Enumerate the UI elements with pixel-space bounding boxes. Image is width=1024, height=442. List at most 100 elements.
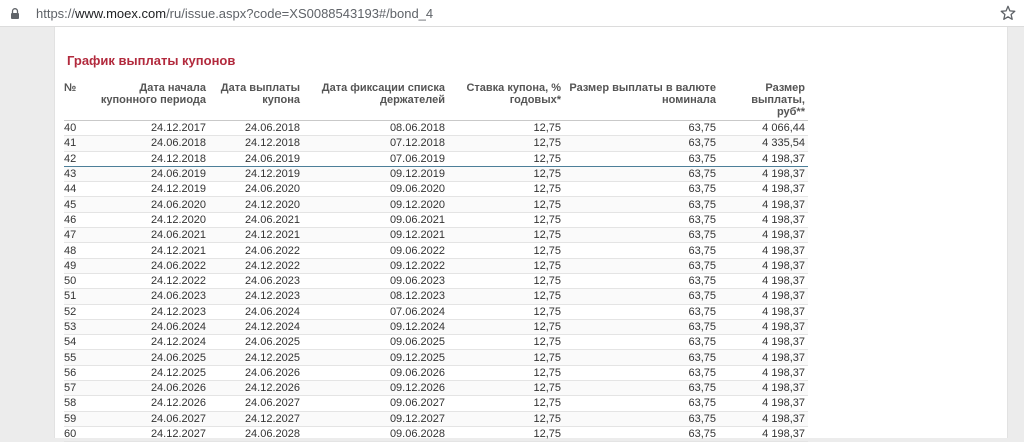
cell-nominal-amount: 63,75: [564, 411, 719, 427]
cell-payment-date: 24.12.2019: [209, 166, 303, 183]
table-row: 60 24.12.2027 24.06.2028 09.06.2028 12,75 63,…: [64, 426, 808, 442]
cell-number: 43: [64, 166, 84, 183]
table-row: 44 24.12.2019 24.06.2020 09.06.2020 12,75 63,…: [64, 181, 808, 198]
cell-payment-date: 24.12.2021: [209, 227, 303, 244]
cell-nominal-amount: 63,75: [564, 181, 719, 198]
cell-number: 53: [64, 319, 84, 336]
cell-coupon-rate: 12,75: [448, 258, 564, 274]
cell-period-start: 24.06.2022: [84, 258, 209, 274]
cell-rub-amount: 4 198,37: [719, 150, 808, 167]
header-rub-amount: Размер выплаты, руб**: [719, 82, 808, 121]
cell-period-start: 24.06.2024: [84, 319, 209, 336]
cell-rub-amount: 4 066,44: [719, 120, 808, 137]
header-payment-date: Дата выплаты купона: [209, 82, 303, 121]
cell-coupon-rate: 12,75: [448, 242, 564, 259]
cell-coupon-rate: 12,75: [448, 319, 564, 336]
cell-coupon-rate: 12,75: [448, 196, 564, 213]
table-row: 56 24.12.2025 24.06.2026 09.06.2026 12,75 63,…: [64, 365, 808, 382]
table-row: 49 24.06.2022 24.12.2022 09.12.2022 12,75 63,…: [64, 258, 808, 274]
header-period-start: Дата начала купонного периода: [84, 82, 209, 121]
cell-record-date: 09.12.2022: [303, 258, 448, 274]
cell-coupon-rate: 12,75: [448, 426, 564, 442]
cell-coupon-rate: 12,75: [448, 120, 564, 137]
cell-payment-date: 24.06.2025: [209, 334, 303, 351]
cell-coupon-rate: 12,75: [448, 166, 564, 183]
cell-rub-amount: 4 198,37: [719, 349, 808, 366]
cell-number: 47: [64, 227, 84, 244]
cell-payment-date: 24.06.2023: [209, 273, 303, 290]
cell-period-start: 24.12.2027: [84, 426, 209, 442]
cell-nominal-amount: 63,75: [564, 319, 719, 336]
cell-rub-amount: 4 198,37: [719, 288, 808, 305]
cell-rub-amount: 4 198,37: [719, 426, 808, 442]
cell-period-start: 24.06.2020: [84, 196, 209, 213]
table-row: 54 24.12.2024 24.06.2025 09.06.2025 12,75 63,…: [64, 334, 808, 351]
cell-number: 49: [64, 258, 84, 274]
cell-rub-amount: 4 198,37: [719, 242, 808, 259]
table-header-row: № Дата начала купонного периода Дата вып…: [64, 82, 808, 121]
header-coupon-rate: Ставка купона, % годовых*: [448, 82, 564, 121]
cell-record-date: 07.06.2019: [303, 150, 448, 167]
cell-rub-amount: 4 198,37: [719, 196, 808, 213]
cell-period-start: 24.06.2027: [84, 411, 209, 427]
cell-record-date: 09.06.2021: [303, 212, 448, 229]
cell-number: 55: [64, 349, 84, 366]
cell-nominal-amount: 63,75: [564, 135, 719, 152]
browser-address-bar: https://www.moex.com/ru/issue.aspx?code=…: [0, 0, 1024, 27]
cell-rub-amount: 4 198,37: [719, 334, 808, 351]
cell-record-date: 09.12.2025: [303, 349, 448, 366]
cell-period-start: 24.12.2024: [84, 334, 209, 351]
cell-rub-amount: 4 198,37: [719, 166, 808, 183]
table-row: 51 24.06.2023 24.12.2023 08.12.2023 12,75 63,…: [64, 288, 808, 305]
cell-nominal-amount: 63,75: [564, 395, 719, 412]
cell-nominal-amount: 63,75: [564, 426, 719, 442]
cell-record-date: 09.12.2021: [303, 227, 448, 244]
table-row: 50 24.12.2022 24.06.2023 09.06.2023 12,75 63,…: [64, 273, 808, 290]
cell-payment-date: 24.12.2020: [209, 196, 303, 213]
cell-payment-date: 24.06.2018: [209, 120, 303, 137]
lock-icon[interactable]: [11, 8, 19, 19]
cell-record-date: 09.06.2023: [303, 273, 448, 290]
cell-number: 59: [64, 411, 84, 427]
cell-nominal-amount: 63,75: [564, 334, 719, 351]
cell-coupon-rate: 12,75: [448, 349, 564, 366]
cell-payment-date: 24.12.2025: [209, 349, 303, 366]
cell-record-date: 09.12.2020: [303, 196, 448, 213]
cell-payment-date: 24.06.2020: [209, 181, 303, 198]
cell-payment-date: 24.12.2022: [209, 258, 303, 274]
cell-number: 44: [64, 181, 84, 198]
url-field[interactable]: https://www.moex.com/ru/issue.aspx?code=…: [36, 5, 433, 22]
cell-rub-amount: 4 198,37: [719, 181, 808, 198]
cell-payment-date: 24.12.2024: [209, 319, 303, 336]
cell-period-start: 24.12.2022: [84, 273, 209, 290]
cell-rub-amount: 4 198,37: [719, 365, 808, 382]
bookmark-star-icon[interactable]: [1000, 5, 1016, 21]
cell-record-date: 07.12.2018: [303, 135, 448, 152]
cell-rub-amount: 4 198,37: [719, 304, 808, 320]
cell-period-start: 24.12.2021: [84, 242, 209, 259]
cell-record-date: 09.12.2026: [303, 380, 448, 397]
table-row: 48 24.12.2021 24.06.2022 09.06.2022 12,75 63,…: [64, 242, 808, 259]
url-host: www.moex.com: [75, 6, 167, 21]
cell-payment-date: 24.12.2026: [209, 380, 303, 397]
cell-nominal-amount: 63,75: [564, 365, 719, 382]
cell-period-start: 24.06.2018: [84, 135, 209, 152]
cell-rub-amount: 4 198,37: [719, 380, 808, 397]
cell-payment-date: 24.06.2024: [209, 304, 303, 320]
cell-rub-amount: 4 198,37: [719, 227, 808, 244]
cell-coupon-rate: 12,75: [448, 395, 564, 412]
cell-rub-amount: 4 198,37: [719, 395, 808, 412]
cell-payment-date: 24.06.2026: [209, 365, 303, 382]
cell-number: 50: [64, 273, 84, 290]
cell-number: 51: [64, 288, 84, 305]
table-row: 40 24.12.2017 24.06.2018 08.06.2018 12,75 63,…: [64, 120, 808, 137]
cell-number: 54: [64, 334, 84, 351]
page-content: График выплаты купонов № Дата начала куп…: [54, 27, 1008, 442]
table-row: 53 24.06.2024 24.12.2024 09.12.2024 12,75 63,…: [64, 319, 808, 336]
cell-nominal-amount: 63,75: [564, 258, 719, 274]
cell-rub-amount: 4 198,37: [719, 258, 808, 274]
cell-record-date: 09.06.2022: [303, 242, 448, 259]
cell-number: 45: [64, 196, 84, 213]
cell-number: 40: [64, 120, 84, 137]
cell-period-start: 24.12.2026: [84, 395, 209, 412]
